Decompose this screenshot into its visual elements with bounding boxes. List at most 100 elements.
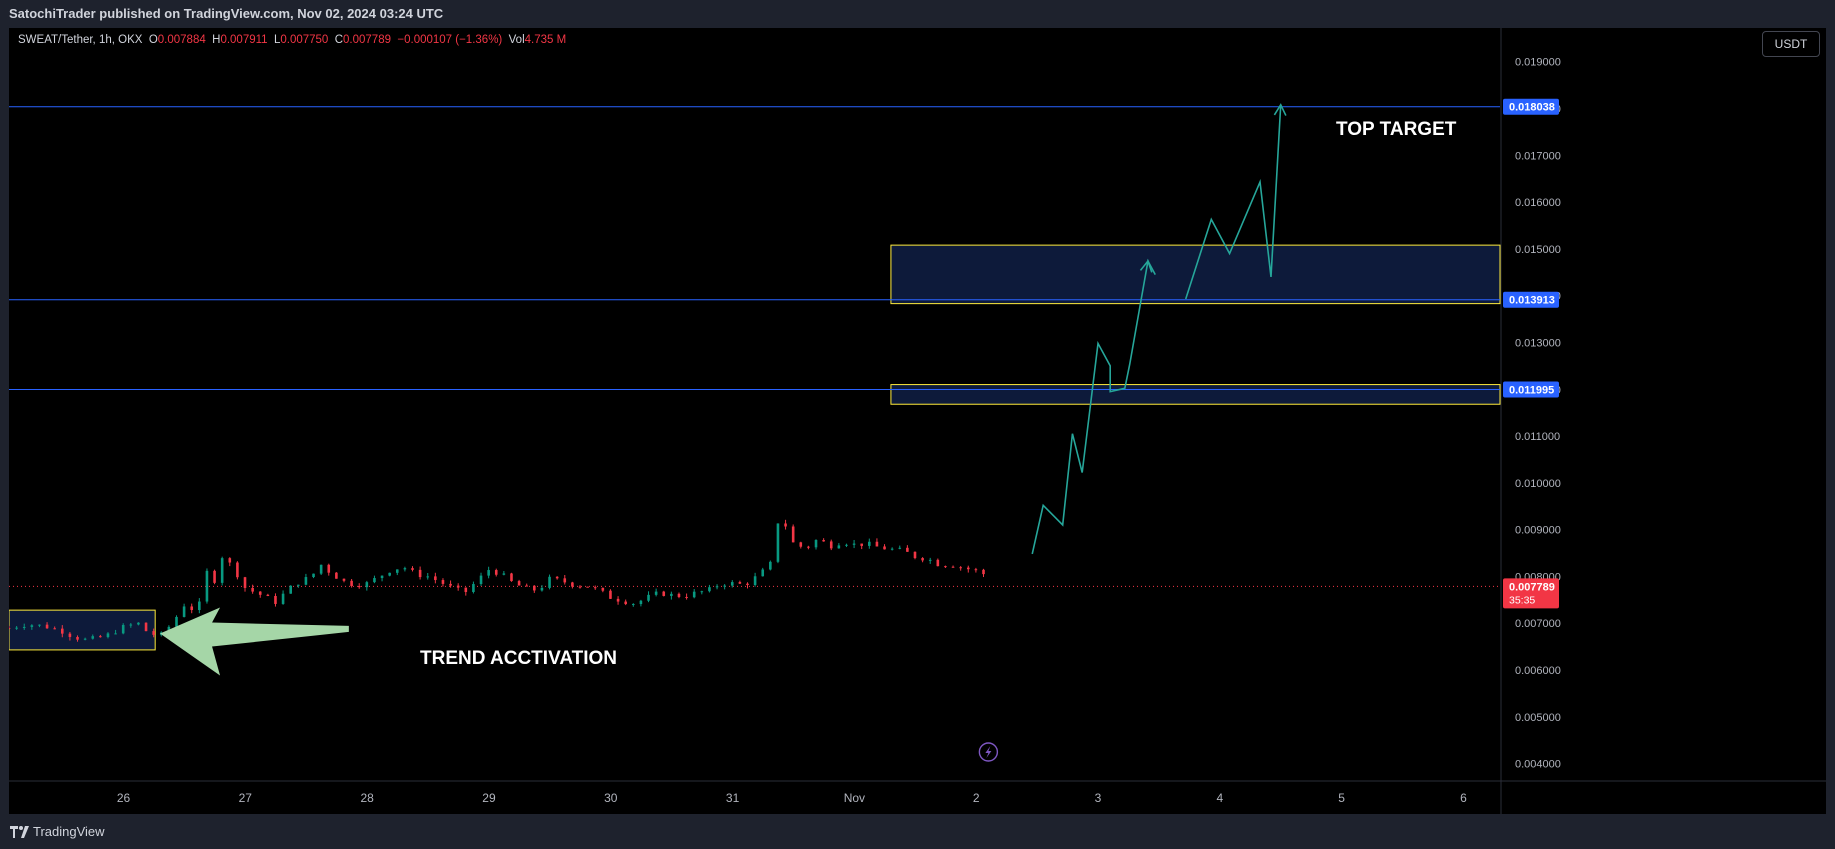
projection-path-2[interactable] <box>1184 104 1282 300</box>
level-price-tag-text: 0.013913 <box>1509 295 1555 307</box>
candle-body <box>9 627 11 629</box>
price-axis-label: 0.016000 <box>1515 197 1561 209</box>
candle-body <box>883 546 886 550</box>
candle-body <box>289 585 292 594</box>
high-value: 0.007911 <box>220 34 268 46</box>
candle-body <box>464 587 468 592</box>
candle-body <box>708 587 711 592</box>
candle-body <box>616 598 620 602</box>
candle-body <box>152 631 155 635</box>
candle-body <box>921 558 924 561</box>
candle-body <box>167 626 171 633</box>
candle-body <box>776 523 780 562</box>
candle-body <box>357 586 361 588</box>
candle-body <box>76 636 79 640</box>
candle-body <box>928 559 932 561</box>
candle-body <box>281 593 285 604</box>
candle-body <box>799 542 803 547</box>
candle-body <box>959 567 962 569</box>
trend-activation-arrow[interactable] <box>160 607 349 676</box>
time-axis-label: 5 <box>1338 791 1345 805</box>
time-axis-label: 3 <box>1095 791 1102 805</box>
candle-body <box>137 622 140 625</box>
candle-body <box>662 591 666 596</box>
candle-body <box>746 583 749 585</box>
close-label: C <box>334 34 344 46</box>
candle-body <box>258 591 262 595</box>
chart-area[interactable]: 0.0190000.0180000.0170000.0160000.015000… <box>9 28 1826 814</box>
chart-background <box>9 28 1826 814</box>
top-target-label: TOP TARGET <box>1336 119 1457 140</box>
candle-body <box>654 591 658 595</box>
candle-body <box>426 576 430 578</box>
candle-body <box>297 584 300 586</box>
candle-body <box>845 544 848 546</box>
publication-header: SatochiTrader published on TradingView.c… <box>0 0 1835 28</box>
candle-body <box>730 582 734 586</box>
candle-body <box>205 570 209 602</box>
candle-body <box>121 624 125 634</box>
candle-body <box>936 559 940 567</box>
change-value: −0.000107 (−1.36%) <box>397 34 503 46</box>
projection-path-1[interactable] <box>1031 258 1156 555</box>
candle-body <box>700 591 704 593</box>
candle-body <box>837 545 841 549</box>
candle-body <box>220 558 224 583</box>
candle-body <box>609 590 612 599</box>
zone-rectangle-1[interactable] <box>890 244 1501 305</box>
low-value: 0.007750 <box>280 34 329 46</box>
candle-body <box>144 622 148 632</box>
candle-body <box>182 606 186 617</box>
candle-body <box>380 575 384 579</box>
candle-body <box>761 569 765 577</box>
time-axis-label: 6 <box>1460 791 1467 805</box>
candle-body <box>898 547 902 549</box>
candle-body <box>548 576 551 588</box>
candle-body <box>479 575 483 585</box>
last-price-tag <box>1503 578 1559 609</box>
candle-body <box>175 616 178 627</box>
bar-countdown: 35:35 <box>1509 594 1535 606</box>
candle-body <box>487 570 490 576</box>
candle-body <box>639 600 643 605</box>
level-price-tag-text: 0.011995 <box>1509 384 1554 396</box>
high-label: H <box>212 34 221 46</box>
candle-body <box>403 568 407 570</box>
candle-body <box>517 581 521 586</box>
time-axis-label: 2 <box>973 791 980 805</box>
candle-body <box>692 591 696 598</box>
candle-body <box>807 546 810 548</box>
price-axis-label: 0.005000 <box>1515 712 1561 724</box>
time-axis-label: 4 <box>1216 791 1223 805</box>
candle-body <box>60 628 64 634</box>
symbol-legend: SWEAT/Tether, 1h, OKX O0.007884 H0.00791… <box>18 34 566 46</box>
candle-body <box>494 570 498 575</box>
candle-body <box>53 628 56 630</box>
candle-body <box>30 625 34 627</box>
last-price-value: 0.007789 <box>1509 581 1555 593</box>
close-value: 0.007789 <box>343 34 391 46</box>
candle-body <box>875 541 879 547</box>
candle-body <box>365 582 369 588</box>
candle-body <box>906 547 909 552</box>
candle-body <box>814 540 818 548</box>
currency-button[interactable]: USDT <box>1762 31 1820 57</box>
candle-body <box>106 633 110 638</box>
zone-rectangle-0[interactable] <box>9 609 156 651</box>
price-chart[interactable]: 0.0190000.0180000.0170000.0160000.015000… <box>9 28 1826 814</box>
candle-body <box>502 573 506 575</box>
candle-body <box>555 576 559 579</box>
candle-body <box>868 541 871 546</box>
zone-rectangle-2[interactable] <box>890 384 1501 405</box>
tradingview-logo-icon <box>10 826 29 838</box>
candle-body <box>190 606 194 611</box>
tradingview-brand[interactable]: TradingView <box>33 824 105 839</box>
candle-body <box>38 624 41 626</box>
low-label: L <box>273 34 281 46</box>
candle-body <box>913 551 917 559</box>
candle-body <box>418 569 422 578</box>
candle-body <box>411 568 414 570</box>
lightning-event-icon[interactable] <box>978 742 999 762</box>
time-axis-label: 27 <box>239 791 253 805</box>
candle-body <box>456 585 460 588</box>
